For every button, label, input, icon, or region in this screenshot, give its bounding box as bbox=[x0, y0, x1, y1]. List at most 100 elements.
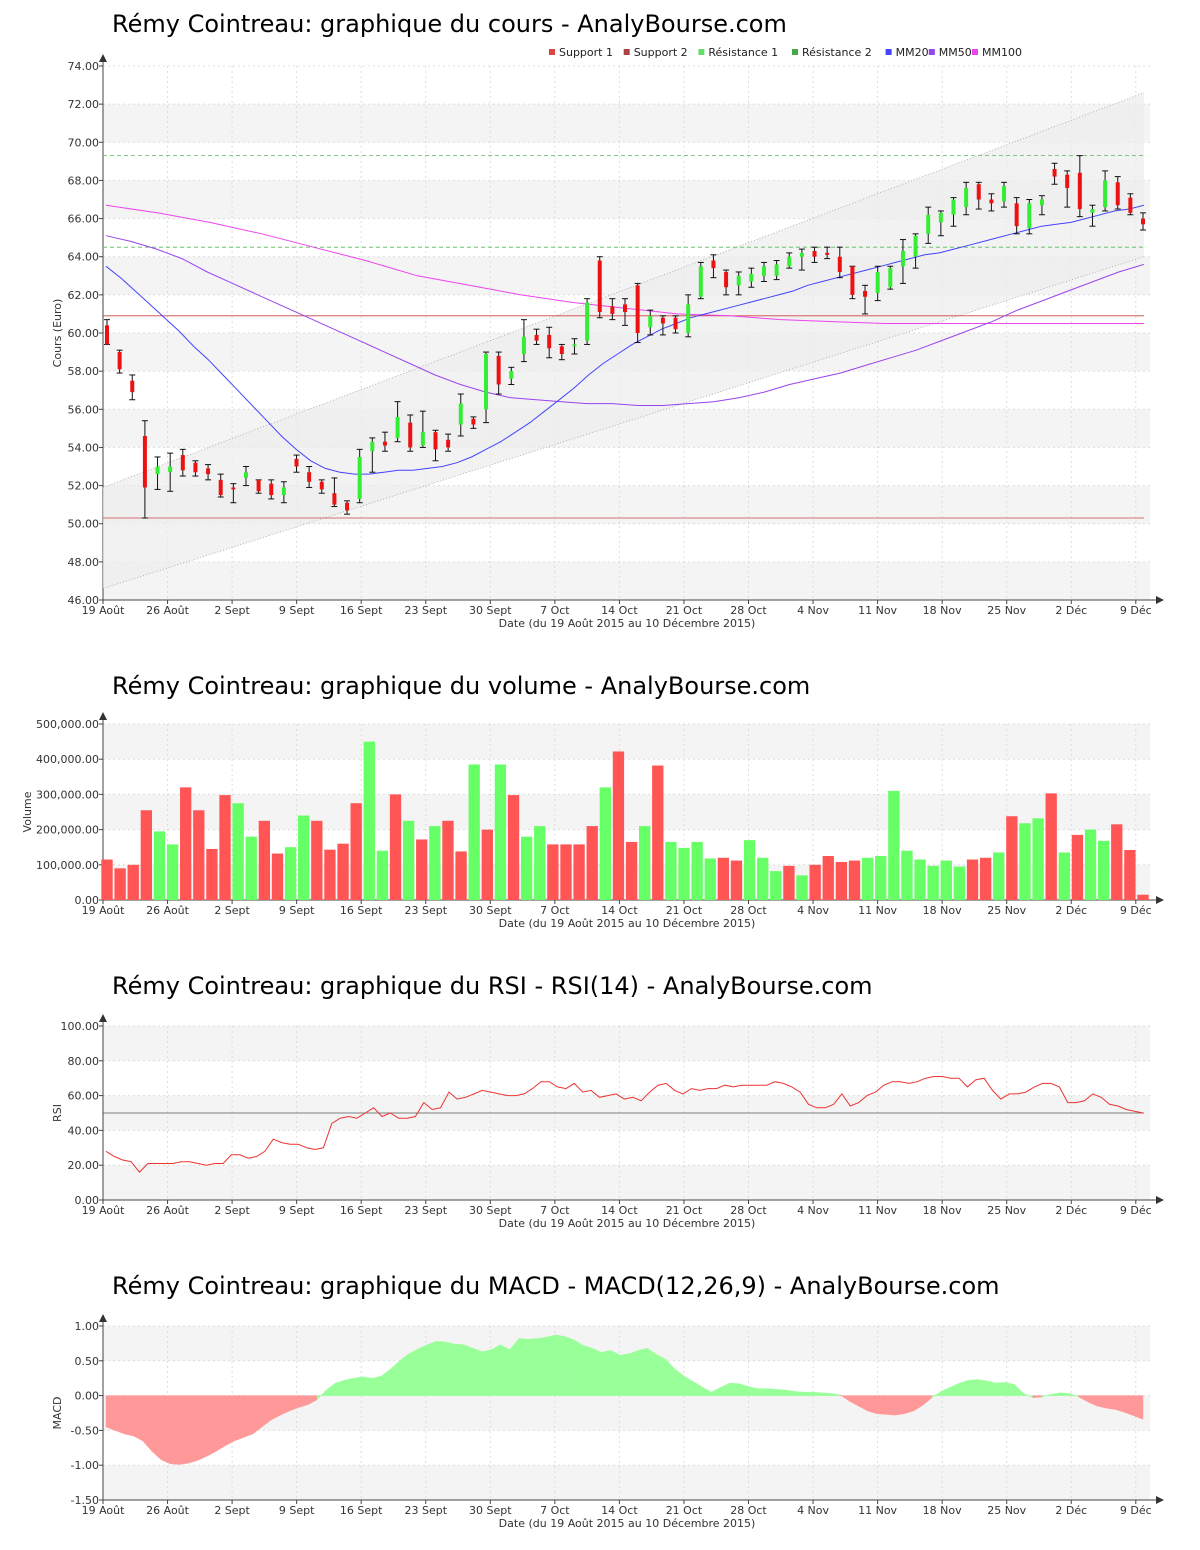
macd-area-negative bbox=[1096, 1395, 1107, 1409]
candle-down bbox=[825, 252, 830, 255]
macd-area-negative bbox=[169, 1395, 180, 1465]
rsi-x-axis-arrow bbox=[1156, 1196, 1164, 1204]
volume-y-tick-label: 400,000.00 bbox=[36, 753, 99, 766]
volume-bar-down bbox=[337, 843, 349, 900]
rsi-x-tick-label: 7 Oct bbox=[540, 1204, 570, 1217]
volume-x-tick-label: 2 Sept bbox=[214, 904, 250, 917]
candle-down bbox=[976, 184, 981, 200]
price-x-tick-label: 28 Oct bbox=[730, 604, 767, 617]
volume-bar-down bbox=[206, 848, 218, 900]
volume-bar-up bbox=[940, 860, 952, 900]
volume-bar-up bbox=[1019, 823, 1031, 900]
macd-area-negative bbox=[114, 1395, 125, 1435]
rsi-x-tick-label: 19 Août bbox=[82, 1204, 126, 1217]
price-x-axis-arrow bbox=[1156, 596, 1164, 604]
volume-bar-up bbox=[166, 844, 179, 900]
rsi-x-tick-label: 14 Oct bbox=[601, 1204, 638, 1217]
macd-area-positive bbox=[325, 1382, 336, 1396]
macd-area-positive bbox=[1050, 1392, 1061, 1396]
candle-up bbox=[787, 256, 792, 267]
macd-area-positive bbox=[638, 1347, 648, 1396]
macd-x-tick-label: 25 Nov bbox=[987, 1504, 1026, 1517]
macd-area-negative bbox=[885, 1395, 896, 1416]
rsi-x-tick-label: 2 Sept bbox=[214, 1204, 250, 1217]
price-x-tick-label: 9 Déc bbox=[1120, 604, 1152, 617]
volume-bar-down bbox=[219, 795, 231, 900]
macd-area-positive bbox=[527, 1338, 538, 1396]
macd-x-tick-label: 30 Sept bbox=[469, 1504, 512, 1517]
volume-bar-down bbox=[350, 803, 362, 900]
macd-area-negative bbox=[105, 1395, 116, 1431]
macd-area-positive bbox=[738, 1383, 749, 1396]
candle-up bbox=[1103, 180, 1108, 208]
candle-down bbox=[863, 291, 868, 297]
candle-up bbox=[1039, 199, 1044, 206]
rsi-line bbox=[105, 1076, 1144, 1173]
candle-up bbox=[926, 214, 931, 234]
rsi-y-axis-label: RSI bbox=[51, 1104, 64, 1122]
macd-x-tick-label: 11 Nov bbox=[858, 1504, 897, 1517]
volume-y-axis-label: Volume bbox=[21, 791, 34, 832]
macd-area-positive bbox=[381, 1368, 391, 1396]
macd-area-negative bbox=[243, 1395, 254, 1438]
candle-down bbox=[610, 306, 615, 314]
volume-y-tick-label: 300,000.00 bbox=[36, 788, 99, 801]
candle-down bbox=[382, 441, 387, 446]
rsi-x-tick-label: 4 Nov bbox=[797, 1204, 829, 1217]
macd-area-positive bbox=[582, 1345, 593, 1396]
macd-area-positive bbox=[610, 1349, 621, 1396]
rsi-x-tick-label: 26 Août bbox=[146, 1204, 190, 1217]
price-grid-band bbox=[103, 561, 1150, 600]
macd-area-positive bbox=[729, 1382, 740, 1396]
legend-item: Support 1 bbox=[549, 46, 613, 59]
macd-area-positive bbox=[1005, 1382, 1015, 1396]
volume-grid-band bbox=[103, 794, 1150, 830]
volume-bar-down bbox=[783, 865, 795, 900]
macd-y-tick-label: -0.50 bbox=[71, 1424, 99, 1437]
volume-bar-up bbox=[520, 836, 533, 900]
macd-chart-panel: Rémy Cointreau: graphique du MACD - MACD… bbox=[0, 1260, 1200, 1550]
legend-label: Support 2 bbox=[634, 46, 688, 59]
rsi-y-tick-label: 60.00 bbox=[68, 1090, 100, 1103]
candle-up bbox=[357, 456, 362, 499]
candle-down bbox=[345, 502, 350, 511]
macd-x-tick-label: 2 Sept bbox=[214, 1504, 250, 1517]
volume-bar-up bbox=[363, 741, 375, 900]
candle-up bbox=[698, 266, 703, 297]
legend-item: MM100 bbox=[972, 46, 1022, 59]
price-x-tick-label: 9 Sept bbox=[279, 604, 315, 617]
volume-bar-down bbox=[1137, 894, 1149, 900]
macd-area-positive bbox=[399, 1353, 410, 1396]
volume-y-tick-label: 500,000.00 bbox=[36, 718, 99, 731]
legend-swatch bbox=[549, 49, 555, 55]
legend-swatch bbox=[885, 49, 892, 55]
volume-bar-down bbox=[979, 857, 992, 900]
macd-area-positive bbox=[344, 1377, 355, 1396]
macd-area-negative bbox=[124, 1395, 134, 1437]
candle-up bbox=[572, 344, 577, 347]
candle-down bbox=[635, 285, 640, 333]
macd-area-positive bbox=[619, 1353, 630, 1396]
macd-area-negative bbox=[1115, 1395, 1125, 1413]
candle-down bbox=[623, 304, 627, 313]
candle-down bbox=[1065, 174, 1070, 189]
macd-area-positive bbox=[390, 1360, 400, 1396]
volume-bar-down bbox=[114, 868, 126, 900]
price-x-tick-label: 23 Sept bbox=[404, 604, 447, 617]
volume-bar-up bbox=[770, 871, 782, 900]
legend-item: Support 2 bbox=[623, 46, 688, 59]
legend-label: Résistance 1 bbox=[708, 46, 778, 59]
candle-down bbox=[105, 325, 109, 345]
macd-area-positive bbox=[463, 1344, 474, 1396]
volume-bar-up bbox=[639, 826, 651, 900]
macd-area-positive bbox=[601, 1350, 611, 1396]
candle-up bbox=[1027, 203, 1032, 229]
volume-bar-up bbox=[468, 764, 480, 900]
candle-up bbox=[1090, 209, 1095, 213]
macd-area-negative bbox=[904, 1395, 914, 1415]
macd-area-positive bbox=[371, 1375, 382, 1396]
macd-area-positive bbox=[711, 1386, 722, 1396]
rsi-x-tick-label: 30 Sept bbox=[469, 1204, 512, 1217]
macd-area-positive bbox=[812, 1391, 823, 1396]
macd-area-positive bbox=[821, 1392, 832, 1396]
